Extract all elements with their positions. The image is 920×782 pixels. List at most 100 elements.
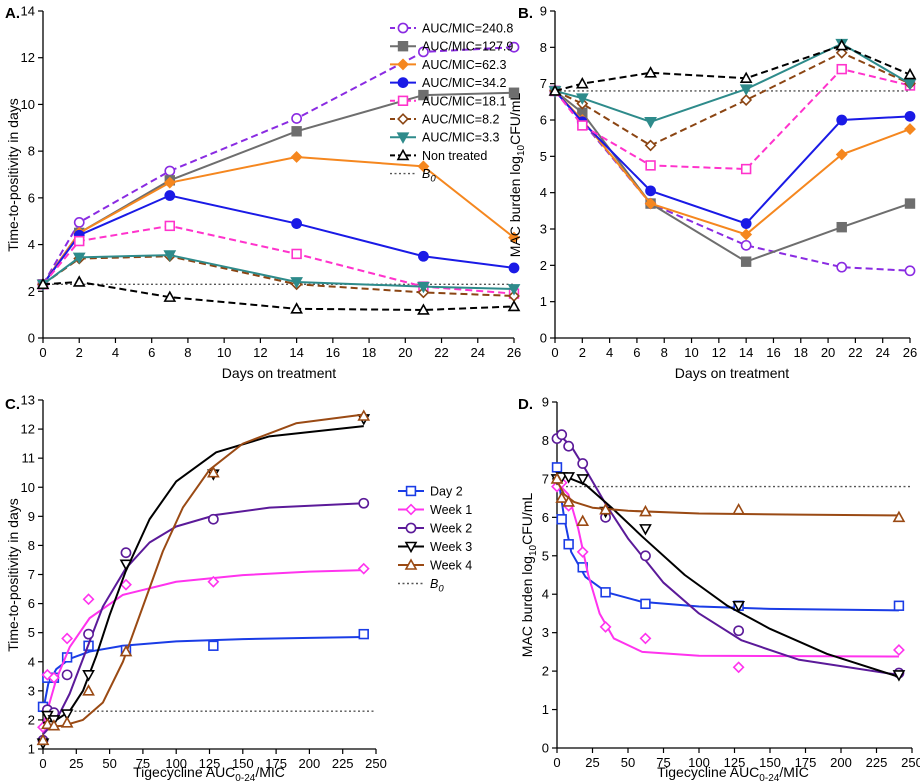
series-line (42, 254, 515, 290)
data-point (732, 502, 745, 515)
y-axis-title: MAC burden log10CFU/mL (507, 93, 527, 258)
x-tick-label: 20 (821, 345, 835, 360)
y-tick-label: 7 (542, 471, 549, 486)
data-point (164, 220, 176, 232)
data-point (36, 733, 50, 746)
data-point (508, 262, 520, 274)
data-point (640, 550, 651, 562)
x-tick-label: 22 (434, 345, 448, 360)
series-line (554, 68, 911, 171)
y-tick-label: 3 (542, 625, 549, 640)
legend-marker (396, 148, 410, 161)
data-point (600, 587, 611, 598)
data-point (740, 218, 752, 229)
data-point (358, 628, 369, 640)
x-tick-label: 22 (848, 345, 862, 360)
y-tick-label: 13 (21, 393, 35, 408)
data-point (644, 117, 657, 129)
data-point (82, 670, 95, 682)
y-tick-label: 11 (22, 451, 36, 466)
legend-label: AUC/MIC=34.2 (422, 76, 506, 90)
panel-d: D. 0 1 2 3 4 5 6 7 8 9 0 25 50 75 100 125 150 175 200 225 250… (518, 395, 920, 782)
data-point (893, 644, 905, 656)
data-point (74, 235, 85, 247)
y-tick-label: 5 (28, 625, 35, 640)
y-tick-label: 2 (540, 258, 547, 273)
series-line (554, 42, 911, 123)
panel-letter: B. (518, 5, 533, 22)
y-tick-label: 12 (21, 422, 35, 437)
data-point (60, 709, 74, 721)
data-point (892, 670, 906, 682)
y-tick-label: 2 (28, 712, 35, 727)
x-tick-label: 150 (232, 756, 254, 771)
data-point (82, 593, 95, 606)
series-line (554, 44, 911, 92)
data-point (417, 303, 430, 315)
data-point (551, 462, 563, 473)
legend-marker (404, 541, 418, 554)
fit-curve (42, 425, 364, 724)
data-point (644, 139, 657, 152)
y-tick-label: 5 (542, 548, 549, 563)
x-tick-label: 4 (112, 345, 119, 360)
legend-label: AUC/MIC=62.3 (422, 58, 506, 72)
series-2 (551, 429, 905, 679)
x-tick-label: 2 (579, 345, 586, 360)
x-tick-label: 24 (471, 345, 485, 360)
data-point (555, 491, 569, 503)
x-tick-label: 18 (362, 345, 376, 360)
y-tick-label: 2 (28, 284, 35, 299)
y-tick-label: 2 (542, 664, 549, 679)
series-line (42, 155, 515, 285)
y-tick-label: 7 (28, 567, 35, 582)
data-point (508, 231, 520, 244)
data-point (740, 94, 753, 106)
legend-marker (396, 132, 410, 144)
data-point (562, 495, 576, 507)
data-point (563, 440, 575, 452)
series-0 (551, 462, 905, 612)
data-point (47, 671, 60, 684)
fit-curve (556, 432, 900, 676)
data-point (740, 239, 752, 251)
data-point (556, 429, 568, 441)
legend-label: B0 (430, 577, 444, 595)
x-tick-label: 12 (712, 345, 726, 360)
y-tick-label: 4 (542, 587, 549, 602)
data-point (904, 198, 916, 209)
y-tick-label: 3 (28, 683, 35, 698)
data-point (639, 632, 652, 645)
data-point (508, 41, 520, 53)
legend-label: Week 1 (430, 503, 472, 517)
y-tick-label: 6 (542, 510, 549, 525)
data-point (599, 620, 612, 633)
y-tick-label: 6 (28, 190, 35, 205)
data-point (904, 265, 916, 277)
y-tick-label: 8 (540, 40, 547, 55)
panel-letter: A. (5, 5, 20, 22)
legend-marker (397, 77, 409, 88)
data-point (892, 510, 906, 523)
x-tick-label: 16 (766, 345, 780, 360)
legend-marker (397, 113, 409, 125)
legend: AUC/MIC=240.8 AUC/MIC=127.9 AUC/MIC=62.3 AU… (390, 22, 513, 185)
x-tick-label: 4 (606, 345, 613, 360)
data-point (164, 190, 176, 201)
y-tick-label: 12 (21, 50, 35, 65)
y-tick-label: 0 (540, 331, 547, 346)
data-point (645, 160, 656, 171)
data-point (208, 640, 219, 651)
data-point (548, 84, 562, 96)
series-7 (36, 275, 521, 315)
legend-label: AUC/MIC=240.8 (422, 22, 513, 36)
x-tick-label: 225 (866, 755, 888, 770)
x-tick-label: 125 (724, 755, 746, 770)
data-point (207, 513, 219, 525)
data-point (291, 248, 302, 260)
series-line (42, 255, 515, 297)
x-tick-label: 12 (253, 345, 267, 360)
x-tick-label: 14 (739, 345, 753, 360)
